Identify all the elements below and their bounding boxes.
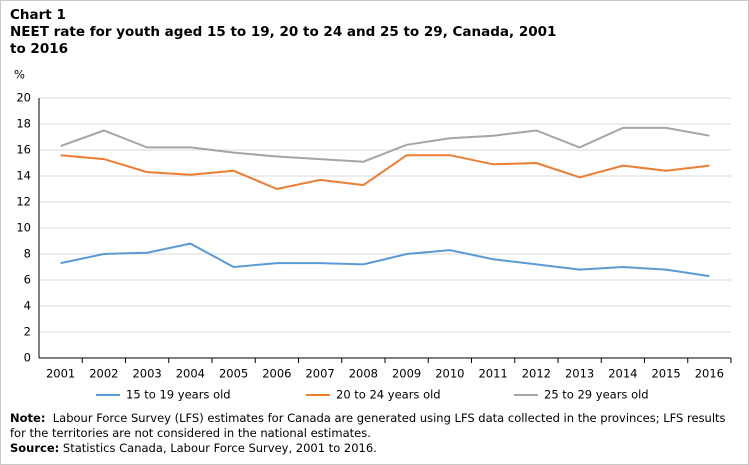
x-tick-label: 2007 xyxy=(305,367,334,381)
y-tick-label: 2 xyxy=(24,325,31,339)
y-tick-label: 16 xyxy=(16,143,31,157)
source: Source: Statistics Canada, Labour Force … xyxy=(10,441,740,456)
x-tick-label: 2015 xyxy=(651,367,680,381)
y-tick-label: 0 xyxy=(24,351,31,365)
header: Chart 1 NEET rate for youth aged 15 to 1… xyxy=(10,7,560,58)
y-tick-label: 18 xyxy=(16,117,31,131)
footnotes: Note: Labour Force Survey (LFS) estimate… xyxy=(10,411,740,456)
y-tick-label: 12 xyxy=(16,195,31,209)
y-tick-label: 10 xyxy=(16,221,31,235)
source-label: Source: xyxy=(10,441,60,455)
legend-label: 15 to 19 years old xyxy=(126,388,231,402)
x-tick-label: 2010 xyxy=(435,367,464,381)
chart-label: Chart 1 xyxy=(10,7,66,23)
source-text: Statistics Canada, Labour Force Survey, … xyxy=(62,441,377,455)
note-text: Labour Force Survey (LFS) estimates for … xyxy=(10,411,726,440)
note-label: Note: xyxy=(10,411,46,425)
legend-label: 25 to 29 years old xyxy=(544,388,649,402)
x-tick-label: 2011 xyxy=(478,367,507,381)
y-tick-label: 14 xyxy=(16,169,31,183)
y-tick-label: 20 xyxy=(16,91,31,105)
x-tick-label: 2016 xyxy=(695,367,724,381)
series-line xyxy=(60,242,710,278)
y-tick-label: 8 xyxy=(24,247,31,261)
y-axis-label: % xyxy=(14,68,25,82)
legend-label: 20 to 24 years old xyxy=(336,388,441,402)
x-tick-label: 2008 xyxy=(349,367,378,381)
x-tick-label: 2012 xyxy=(522,367,551,381)
y-tick-label: 6 xyxy=(24,273,31,287)
y-tick-label: 4 xyxy=(24,299,31,313)
chart-title: NEET rate for youth aged 15 to 19, 20 to… xyxy=(10,24,557,57)
x-tick-label: 2014 xyxy=(608,367,637,381)
x-tick-label: 2006 xyxy=(262,367,291,381)
series-line xyxy=(60,154,710,191)
x-tick-label: 2004 xyxy=(176,367,205,381)
x-tick-label: 2009 xyxy=(392,367,421,381)
note: Note: Labour Force Survey (LFS) estimate… xyxy=(10,411,740,441)
x-tick-label: 2002 xyxy=(89,367,118,381)
x-tick-label: 2013 xyxy=(565,367,594,381)
series-line xyxy=(60,126,710,163)
x-tick-label: 2005 xyxy=(219,367,248,381)
x-tick-label: 2001 xyxy=(46,367,75,381)
x-tick-label: 2003 xyxy=(132,367,161,381)
